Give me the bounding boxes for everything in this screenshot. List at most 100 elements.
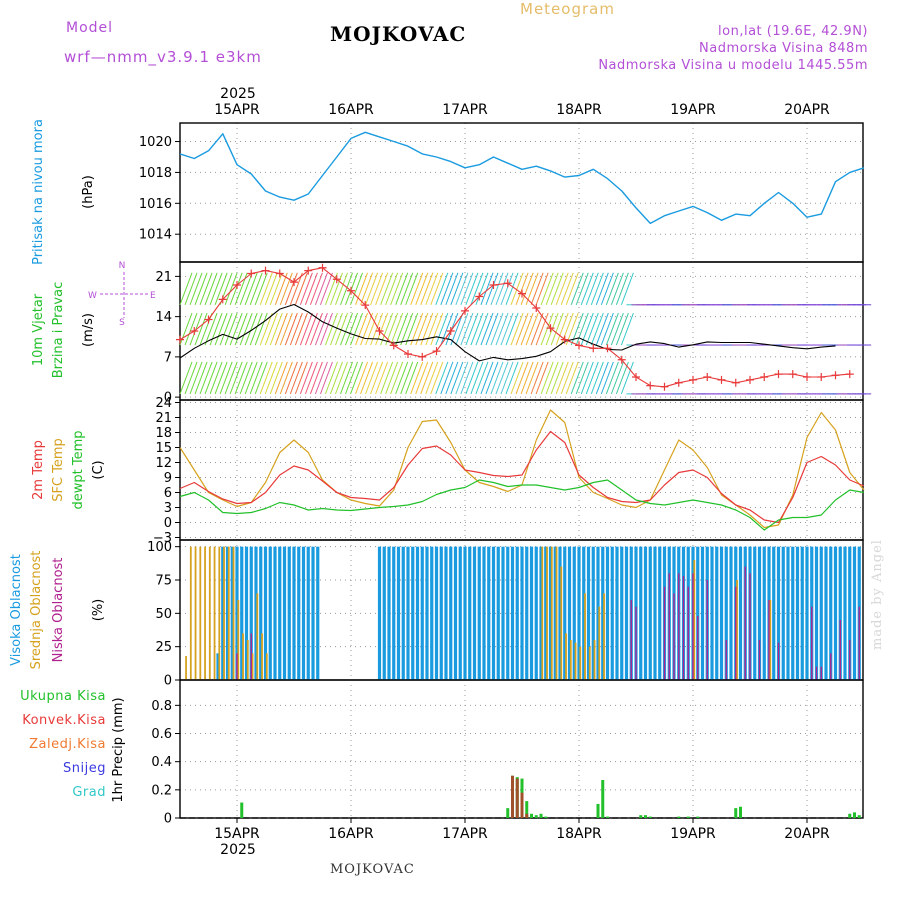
wind-barb	[550, 361, 564, 395]
wind-barb	[515, 361, 529, 395]
high-cloud-bar	[411, 546, 415, 680]
high-cloud-bar	[824, 546, 828, 680]
wind-barb	[525, 312, 539, 346]
wind-ytick-label: 0	[164, 391, 172, 406]
x-axis-day-label-top: 19APR	[670, 102, 716, 118]
wind-barb	[405, 361, 419, 395]
wind-barb	[555, 361, 569, 395]
wind-barb	[380, 361, 394, 395]
wind-barb	[430, 312, 444, 346]
wind-barb	[595, 361, 609, 395]
model-label: Model	[66, 20, 114, 36]
wind-barb	[254, 361, 268, 395]
wind-barb	[455, 312, 469, 346]
high-cloud-bar	[316, 546, 320, 680]
wind-barb	[410, 312, 424, 346]
wind-barb	[319, 312, 333, 346]
wind-barb	[480, 272, 494, 305]
wind-barb	[269, 312, 283, 346]
wind-barb	[620, 312, 634, 346]
wind-barb	[450, 361, 464, 395]
high-cloud-bar	[833, 546, 838, 680]
wind-barb	[234, 312, 248, 346]
wind-gust-marker	[674, 378, 683, 387]
wind-gust-marker	[788, 370, 797, 379]
compass-icon	[100, 272, 148, 318]
wind-gust-marker	[589, 344, 598, 353]
low-cloud-bar	[692, 573, 694, 680]
high-cloud-bar	[843, 546, 847, 680]
wind-barb	[575, 312, 589, 346]
high-cloud-bar	[401, 546, 405, 680]
wind-barb	[500, 312, 514, 346]
wind-barb	[490, 312, 504, 346]
low-cloud-bar	[682, 576, 685, 680]
convective-precip-bar	[515, 778, 519, 818]
temperature-ytick-label: 0	[164, 516, 172, 531]
x-axis-day-label-bottom: 16APR	[328, 826, 374, 842]
wind-barb	[219, 361, 233, 395]
high-cloud-bar	[753, 546, 757, 680]
wind-barb	[314, 312, 328, 346]
wind-barb	[304, 312, 318, 346]
wind-barb	[179, 361, 193, 395]
wind-barb	[430, 272, 444, 305]
temperature-ytick-label: 15	[155, 441, 172, 456]
x-axis-day-label-top: 17APR	[442, 102, 488, 118]
high-cloud-bar	[605, 546, 610, 680]
high-cloud-bar	[225, 546, 230, 680]
wind-barb	[370, 361, 384, 395]
wind-barb	[485, 272, 499, 305]
wind-gust-marker	[603, 344, 612, 353]
total-precip-bar	[639, 815, 643, 818]
wind-barb	[570, 272, 584, 305]
compass-n: N	[119, 261, 126, 271]
total-precip-bar	[739, 806, 742, 818]
wind-barb	[590, 272, 604, 305]
wind-gust-marker	[176, 335, 184, 344]
low-cloud-bar	[777, 642, 780, 680]
wind-barb	[415, 272, 429, 305]
high-cloud-bar	[539, 546, 543, 680]
wind-barb	[395, 272, 409, 305]
wind-barb	[620, 272, 634, 305]
wind-barb	[425, 312, 439, 346]
wind-barb	[289, 312, 303, 346]
wind-barb	[284, 272, 298, 305]
total-precip-bar	[606, 816, 609, 818]
mid-cloud-bar	[603, 593, 605, 680]
high-cloud-bar	[430, 546, 434, 680]
high-cloud-bar	[529, 546, 534, 680]
wind-barb	[505, 312, 519, 346]
wind-barb	[229, 312, 243, 346]
wind-barb	[279, 312, 293, 346]
high-cloud-bar	[254, 546, 258, 680]
wind-barb	[209, 272, 223, 305]
wind-gust-marker	[404, 350, 412, 358]
wind-barb	[214, 312, 228, 346]
wind-gust-marker	[389, 341, 398, 350]
temp-title-3: dewpt Temp	[71, 430, 86, 509]
high-cloud-bar	[819, 546, 823, 680]
wind-barb	[189, 361, 203, 395]
wind-barb	[420, 272, 434, 305]
wind-barb	[289, 361, 303, 395]
low-cloud-bar	[236, 653, 238, 680]
precipitation-ytick-label: 0.4	[151, 755, 172, 770]
wind-barb	[575, 361, 589, 395]
total-precip-bar	[848, 813, 852, 818]
wind-barb	[199, 361, 213, 395]
low-cloud-bar	[697, 616, 699, 680]
high-cloud-bar	[795, 546, 800, 680]
wind-gust-marker	[446, 327, 455, 335]
high-cloud-bar	[800, 546, 804, 680]
wind-barb	[400, 272, 414, 305]
wind-barb	[515, 272, 529, 305]
wind-gust-marker	[361, 301, 370, 310]
wind-gust-marker	[689, 375, 697, 384]
wind-barb	[610, 361, 624, 395]
low-cloud-bar	[735, 586, 737, 680]
pressure-ytick-label: 1018	[139, 166, 172, 181]
high-cloud-bar	[525, 546, 529, 680]
wind-barb	[500, 361, 514, 395]
